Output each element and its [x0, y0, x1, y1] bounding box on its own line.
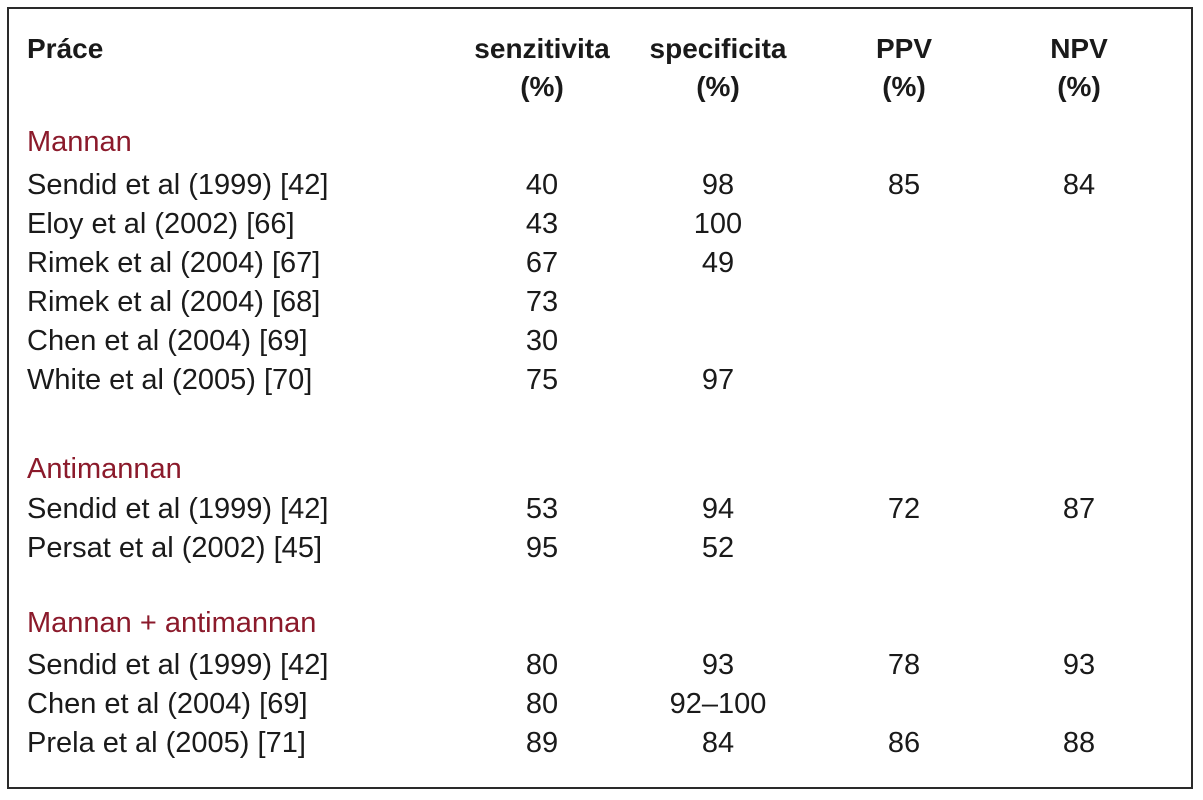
header-specificity: specificita (%) [649, 33, 787, 102]
table-row: Rimek et al (2004) [67] 67 49 [0, 244, 1203, 282]
cell-specificity: 52 [701, 532, 735, 564]
cell-npv: 93 [1062, 649, 1096, 681]
header-sensitivity: senzitivita (%) [474, 33, 610, 102]
table-frame [7, 7, 1193, 789]
cell-work: Persat et al (2002) [45] [27, 532, 322, 564]
cell-sensitivity: 30 [525, 325, 559, 357]
cell-work: Chen et al (2004) [69] [27, 325, 308, 357]
cell-sensitivity: 53 [525, 493, 559, 525]
table-row: Sendid et al (1999) [42] 53 94 72 87 [0, 490, 1203, 528]
header-npv: NPV (%) [1050, 33, 1108, 102]
table-row: Eloy et al (2002) [66] 43 100 [0, 205, 1203, 243]
cell-work: Sendid et al (1999) [42] [27, 493, 329, 525]
table-row: Chen et al (2004) [69] 80 92–100 [0, 685, 1203, 723]
cell-work: White et al (2005) [70] [27, 364, 313, 396]
table-row: Rimek et al (2004) [68] 73 [0, 283, 1203, 321]
cell-sensitivity: 73 [525, 286, 559, 318]
cell-specificity: 94 [701, 493, 735, 525]
cell-sensitivity: 80 [525, 688, 559, 720]
section-title-antimannan: Antimannan [27, 453, 182, 485]
cell-specificity: 93 [701, 649, 735, 681]
cell-work: Prela et al (2005) [71] [27, 727, 306, 759]
cell-sensitivity: 89 [525, 727, 559, 759]
cell-specificity: 92–100 [669, 688, 767, 720]
table-row: Sendid et al (1999) [42] 40 98 85 84 [0, 166, 1203, 204]
header-work: Práce [27, 33, 104, 64]
cell-work: Sendid et al (1999) [42] [27, 169, 329, 201]
cell-work: Sendid et al (1999) [42] [27, 649, 329, 681]
section-title-mannan: Mannan [27, 126, 132, 158]
cell-sensitivity: 80 [525, 649, 559, 681]
cell-specificity: 98 [701, 169, 735, 201]
cell-work: Eloy et al (2002) [66] [27, 208, 295, 240]
cell-work: Chen et al (2004) [69] [27, 688, 308, 720]
cell-sensitivity: 95 [525, 532, 559, 564]
cell-sensitivity: 40 [525, 169, 559, 201]
cell-ppv: 78 [887, 649, 921, 681]
cell-ppv: 72 [887, 493, 921, 525]
cell-sensitivity: 75 [525, 364, 559, 396]
cell-npv: 88 [1062, 727, 1096, 759]
table-row: White et al (2005) [70] 75 97 [0, 361, 1203, 399]
header-ppv: PPV (%) [875, 33, 933, 102]
cell-sensitivity: 43 [525, 208, 559, 240]
cell-ppv: 86 [887, 727, 921, 759]
section-title-mannan-antimannan: Mannan + antimannan [27, 607, 317, 639]
table-row: Prela et al (2005) [71] 89 84 86 88 [0, 724, 1203, 762]
cell-sensitivity: 67 [525, 247, 559, 279]
cell-ppv: 85 [887, 169, 921, 201]
cell-specificity: 100 [693, 208, 743, 240]
cell-specificity: 84 [701, 727, 735, 759]
cell-specificity: 97 [701, 364, 735, 396]
cell-specificity: 49 [701, 247, 735, 279]
table-row: Chen et al (2004) [69] 30 [0, 322, 1203, 360]
table-row: Persat et al (2002) [45] 95 52 [0, 529, 1203, 567]
table-row: Sendid et al (1999) [42] 80 93 78 93 [0, 646, 1203, 684]
cell-npv: 87 [1062, 493, 1096, 525]
cell-work: Rimek et al (2004) [67] [27, 247, 321, 279]
cell-work: Rimek et al (2004) [68] [27, 286, 321, 318]
cell-npv: 84 [1062, 169, 1096, 201]
